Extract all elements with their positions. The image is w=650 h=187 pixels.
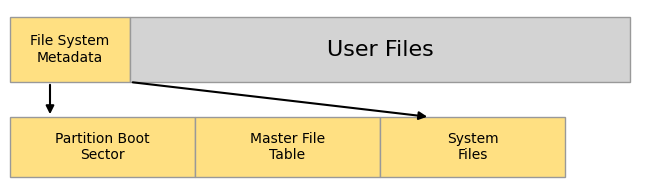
Bar bbox=[10, 117, 195, 177]
Text: File System
Metadata: File System Metadata bbox=[31, 34, 110, 65]
Text: Master File
Table: Master File Table bbox=[250, 132, 325, 162]
Text: User Files: User Files bbox=[326, 39, 434, 59]
Text: Partition Boot
Sector: Partition Boot Sector bbox=[55, 132, 150, 162]
Bar bbox=[130, 17, 630, 82]
Text: System
Files: System Files bbox=[447, 132, 499, 162]
Bar bbox=[195, 117, 380, 177]
Bar bbox=[10, 17, 130, 82]
Bar bbox=[380, 117, 565, 177]
